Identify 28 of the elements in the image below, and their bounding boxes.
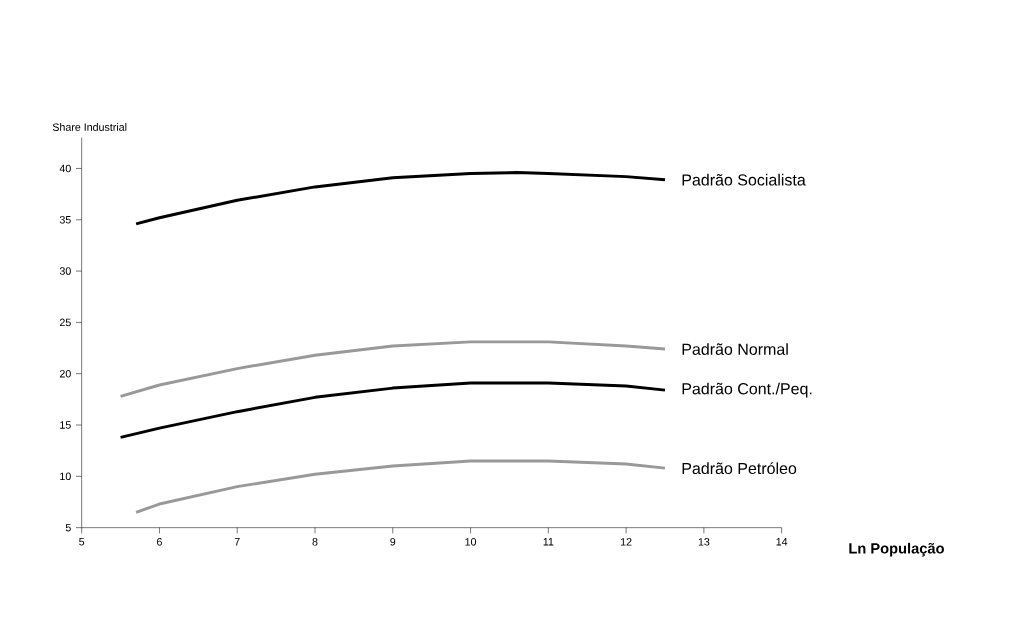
line-series — [119, 381, 667, 439]
x-tick-label: 13 — [698, 538, 710, 546]
x-axis-title: Ln População — [849, 542, 944, 557]
series-label: Padrão Petróleo — [682, 462, 797, 475]
x-tick-label: 14 — [776, 538, 788, 546]
y-tick-label: 30 — [59, 267, 71, 275]
y-tick-label: 5 — [65, 523, 71, 532]
y-axis-title: Share Industrial — [52, 123, 127, 131]
x-tick-label: 10 — [465, 538, 477, 546]
y-tick-label: 35 — [59, 215, 71, 224]
y-tick-label: 15 — [60, 421, 71, 429]
y-tick-label: 20 — [59, 369, 71, 378]
line-series — [134, 171, 667, 226]
series-label: Padrão Socialista — [682, 173, 806, 186]
x-tick-label: 9 — [390, 538, 396, 546]
series-label: Padrão Normal — [682, 343, 788, 355]
series-label: Padrão Cont./Peq. — [682, 382, 812, 398]
x-tick-label: 7 — [234, 538, 240, 546]
x-tick-label: 6 — [157, 538, 162, 546]
line-series — [119, 340, 667, 398]
y-tick-label: 40 — [59, 164, 71, 173]
x-tick-label: 5 — [79, 538, 85, 546]
x-tick-label: 8 — [312, 538, 318, 546]
x-tick-label: 12 — [621, 538, 632, 546]
line-series — [134, 459, 667, 514]
y-tick-label: 10 — [60, 472, 71, 481]
x-tick-label: 11 — [543, 538, 554, 546]
y-tick-label: 25 — [59, 318, 71, 327]
